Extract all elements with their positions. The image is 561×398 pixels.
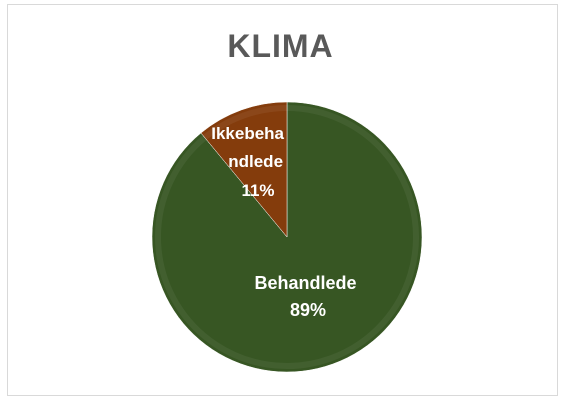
pie-slice-bevel-1: [202, 105, 288, 140]
slice-percent-behandlede: 89%: [290, 300, 326, 320]
slice-name-ikkebehandlede-line2: ndlede: [228, 152, 283, 171]
pie-slice-1: [200, 101, 288, 238]
pie-slices: [151, 101, 423, 373]
slice-name-behandlede: Behandlede: [254, 273, 356, 293]
slice-label-ikkebehandlede: Ikkebeha ndlede 11%: [211, 124, 289, 200]
chart-title: KLIMA: [227, 28, 334, 64]
slice-name-ikkebehandlede-line1: Ikkebeha: [211, 124, 284, 143]
slice-label-behandlede: Behandlede 89%: [254, 273, 361, 320]
pie-slice-bevel-0: [154, 105, 419, 369]
slice-percent-ikkebehandlede: 11%: [241, 181, 274, 200]
